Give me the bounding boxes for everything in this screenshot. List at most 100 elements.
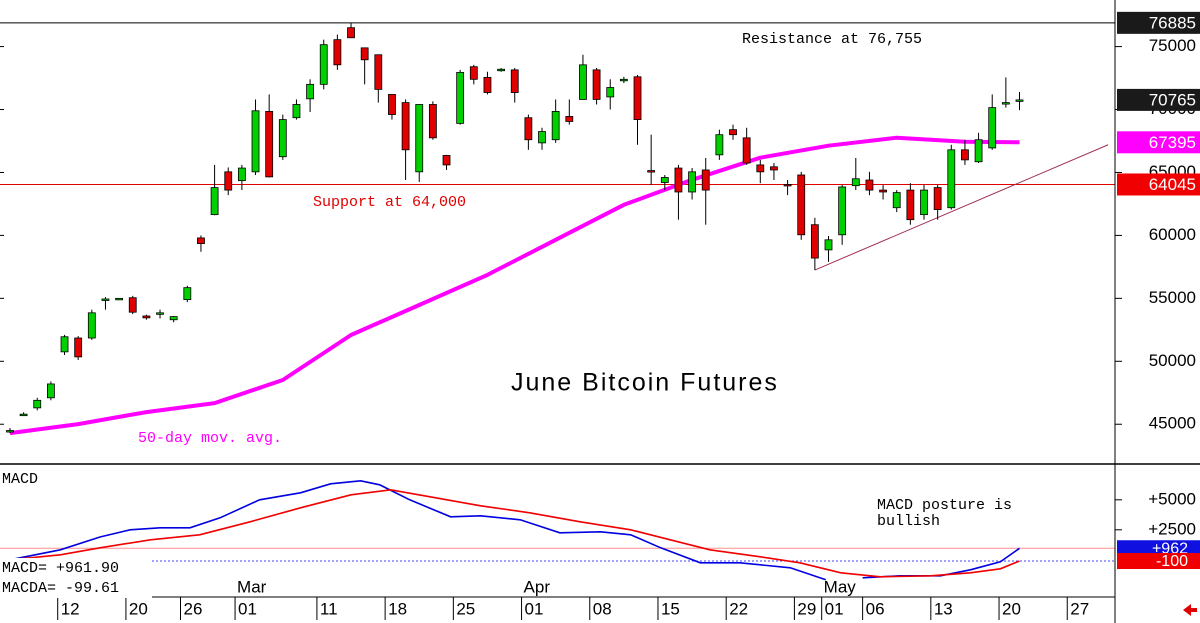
candle-body xyxy=(469,66,478,80)
candle-body xyxy=(101,298,110,301)
candle-body xyxy=(46,383,55,399)
candle-body xyxy=(579,64,587,100)
x-tick-label: 01 xyxy=(825,599,844,618)
macd-title: MACD xyxy=(2,471,38,488)
candle-body xyxy=(237,167,246,182)
candle-body xyxy=(142,315,151,319)
macd-y-tick-label: +5000 xyxy=(1148,489,1196,508)
candle-body xyxy=(210,187,219,216)
candle-body xyxy=(933,187,942,210)
x-tick-label: 25 xyxy=(456,599,475,618)
candle-body xyxy=(374,54,383,90)
candle-body xyxy=(851,178,860,187)
candle-body xyxy=(115,297,123,301)
candle-body xyxy=(87,312,96,339)
candle-body xyxy=(251,110,260,173)
candle-body xyxy=(1015,99,1024,102)
candle-body xyxy=(360,47,369,61)
candle-body xyxy=(674,167,683,193)
scroll-arrow[interactable] xyxy=(1183,604,1197,616)
candle-body xyxy=(510,69,519,93)
candle-body xyxy=(619,78,628,82)
candle-body xyxy=(565,116,574,122)
candle-body xyxy=(347,27,355,39)
x-tick-label: 12 xyxy=(61,599,80,618)
candle-body xyxy=(6,430,14,433)
macd-readout-box xyxy=(0,558,152,598)
candle-body xyxy=(224,171,233,191)
candle-body xyxy=(551,111,560,141)
candle-body xyxy=(60,336,69,353)
price-marker xyxy=(1117,11,1200,34)
candle-body xyxy=(756,164,765,173)
trendline xyxy=(814,144,1109,271)
candle-body xyxy=(265,111,274,178)
candle-body xyxy=(483,77,492,93)
price-marker-label: 64045 xyxy=(1149,175,1196,194)
y-tick-label: 60000 xyxy=(1149,225,1196,244)
candle-body xyxy=(388,94,396,115)
macd-line xyxy=(9,488,1020,578)
candle-body xyxy=(988,107,997,149)
candle-body xyxy=(592,69,601,100)
month-label: May xyxy=(824,577,857,596)
x-tick-label: 27 xyxy=(1070,599,1089,618)
candle-body xyxy=(538,131,546,144)
candle-body xyxy=(333,39,342,66)
candle-body xyxy=(456,71,465,124)
price-marker-label: 67395 xyxy=(1149,133,1196,152)
candle-body xyxy=(920,189,928,216)
macd-y-tick-label: +2500 xyxy=(1148,519,1196,538)
candle-body xyxy=(688,171,696,193)
x-tick-label: 01 xyxy=(238,599,257,618)
macd-marker xyxy=(1117,540,1200,557)
candle-body xyxy=(306,83,314,100)
resistance-label: Resistance at 76,755 xyxy=(742,31,922,48)
plot: 4500050000550006000065000700007500076885… xyxy=(0,11,1200,620)
price-marker xyxy=(1117,173,1200,196)
candle-body xyxy=(974,139,983,163)
price-marker-label: 70765 xyxy=(1149,90,1196,109)
candle-body xyxy=(701,169,710,191)
candle-body xyxy=(319,44,328,85)
candle-body xyxy=(1001,102,1010,105)
support-label: Support at 64,000 xyxy=(313,194,466,211)
x-tick-label: 11 xyxy=(320,599,338,618)
candle-body xyxy=(415,104,424,173)
macd-readout: MACD= +961.90 xyxy=(2,560,119,577)
macd-note: bullish xyxy=(877,513,940,530)
candle-body xyxy=(892,192,901,209)
x-tick-label: 20 xyxy=(1002,599,1021,618)
candle-body xyxy=(442,155,451,166)
month-label: Mar xyxy=(237,577,267,596)
candle-body xyxy=(879,189,887,193)
candle-body xyxy=(156,312,164,315)
y-tick-label: 45000 xyxy=(1149,414,1196,433)
x-tick-label: 26 xyxy=(183,599,202,618)
candle-body xyxy=(633,76,642,120)
chart-title: June Bitcoin Futures xyxy=(511,369,779,397)
candle-body xyxy=(74,337,83,358)
macd-marker xyxy=(1117,553,1200,569)
candle-body xyxy=(729,129,737,136)
candle-body xyxy=(428,104,437,139)
candle-body xyxy=(715,134,724,156)
candle-body xyxy=(742,137,751,164)
price-marker xyxy=(1117,88,1200,111)
y-tick-label: 50000 xyxy=(1149,351,1196,370)
candle-body xyxy=(824,239,833,251)
y-tick-label: 55000 xyxy=(1149,288,1196,307)
x-tick-label: 06 xyxy=(866,599,885,618)
candle-body xyxy=(838,186,847,236)
candle-body xyxy=(770,166,778,171)
price-marker-label: 76885 xyxy=(1149,13,1196,32)
candle-body xyxy=(19,413,28,417)
candle-body xyxy=(783,184,792,187)
candle-body xyxy=(169,316,178,321)
price-marker xyxy=(1117,131,1200,154)
x-tick-label: 29 xyxy=(797,599,816,618)
x-tick-label: 18 xyxy=(388,599,407,618)
x-tick-label: 08 xyxy=(593,599,612,618)
